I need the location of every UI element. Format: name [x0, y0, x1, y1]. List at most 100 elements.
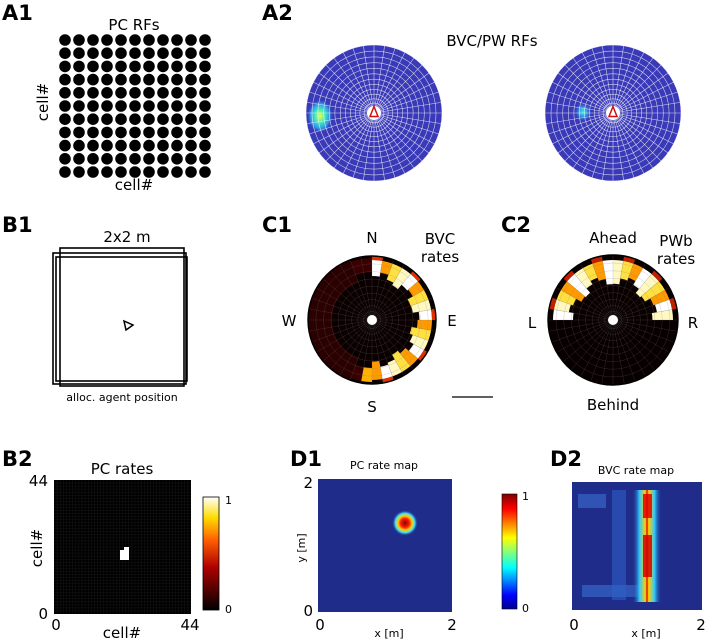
- b2-x-label: cell#: [103, 624, 141, 641]
- rate-cell: [613, 320, 646, 382]
- rf-dot: [73, 47, 85, 59]
- rate-cell: [418, 309, 432, 320]
- c2-title-line2: rates: [657, 250, 695, 268]
- field-peak: [643, 535, 652, 577]
- grid-spoke: [612, 308, 678, 321]
- grid-spoke: [333, 112, 375, 169]
- rate-cell: [548, 320, 613, 332]
- rf-dot: [171, 34, 183, 46]
- rf-dot: [199, 139, 211, 152]
- rf-dot: [171, 100, 183, 112]
- rate-cell: [407, 290, 429, 306]
- rate-cell: [623, 255, 636, 264]
- grid-spoke: [371, 319, 405, 376]
- polar-border: [307, 255, 437, 385]
- grid-spoke: [371, 319, 422, 362]
- grid-spoke: [612, 112, 645, 174]
- rf-dot: [143, 60, 155, 73]
- rf-dot: [59, 139, 71, 152]
- grid-spoke: [612, 278, 663, 321]
- place-field: [392, 510, 418, 536]
- rate-cell: [633, 268, 652, 289]
- rf-dot: [185, 139, 197, 152]
- rate-cell: [387, 359, 402, 377]
- rate-cell: [380, 260, 393, 275]
- grid-spoke: [612, 263, 646, 321]
- rf-dot: [129, 139, 141, 152]
- grid-ring: [592, 299, 634, 341]
- grid-spoke: [371, 319, 414, 370]
- rf-dot: [171, 126, 183, 139]
- c2-dir-right: R: [688, 314, 698, 332]
- c1-dir-n: N: [366, 229, 377, 247]
- grid-spoke: [612, 72, 669, 114]
- rate-cell: [651, 309, 673, 320]
- rate-cell: [411, 299, 432, 313]
- rf-dot: [157, 126, 169, 139]
- rf-dot: [73, 153, 85, 165]
- grid-ring: [604, 311, 622, 329]
- rf-dot: [185, 47, 197, 59]
- grid-spoke: [373, 112, 423, 162]
- b2-x-max: 44: [180, 616, 199, 634]
- rate-cell: [408, 344, 424, 359]
- rate-cell: [380, 364, 393, 380]
- panel-label-a2: A2: [262, 1, 293, 25]
- grid-spoke: [373, 112, 415, 169]
- c2-dir-behind: Behind: [587, 396, 639, 414]
- d2-x-max: 2: [696, 616, 706, 634]
- rf-dot: [115, 113, 127, 125]
- rate-cell: [392, 268, 411, 290]
- grid-spoke: [325, 112, 375, 162]
- grid-spoke: [612, 319, 625, 385]
- rf-dot: [115, 153, 127, 165]
- bvc-rf-polar-grid-left: [305, 44, 443, 182]
- rate-cell: [556, 290, 577, 306]
- grid-spoke: [318, 72, 375, 114]
- pc-rate-map: [318, 479, 452, 612]
- rf-dot: [199, 34, 211, 46]
- panel-label-d2: D2: [550, 447, 582, 471]
- c1-dir-e: E: [447, 312, 456, 330]
- grid-spoke: [548, 91, 614, 114]
- rate-cell: [382, 376, 394, 384]
- bvc-rf-polar-grid-right: [544, 44, 682, 182]
- rate-cell: [409, 326, 432, 341]
- grid-spoke: [572, 57, 614, 114]
- polar-gridlines: [548, 255, 678, 385]
- grid-spoke: [612, 297, 675, 321]
- grid-spoke: [612, 287, 670, 321]
- rate-cell: [316, 278, 342, 300]
- grid-spoke: [612, 255, 625, 321]
- rate-cell: [361, 258, 372, 273]
- grid-spoke: [325, 64, 375, 114]
- rf-dot: [185, 126, 197, 139]
- rate-cell: [613, 320, 670, 362]
- d1-y-min: 0: [303, 602, 313, 620]
- grid-spoke: [339, 319, 373, 376]
- rf-dot: [101, 60, 113, 73]
- rf-dot: [129, 60, 141, 73]
- grid-ring: [363, 311, 381, 329]
- rf-dot: [157, 60, 169, 73]
- rate-cell: [308, 298, 335, 314]
- agent-center: [608, 315, 618, 325]
- pwb-rates-polar-plot: [547, 254, 679, 386]
- grid-spoke: [564, 112, 614, 162]
- grid-ring: [578, 285, 648, 355]
- grid-spoke: [612, 319, 655, 370]
- rf-dot: [87, 87, 99, 99]
- rf-dot: [157, 153, 169, 165]
- rate-cell: [553, 299, 571, 313]
- rf-dot: [59, 73, 71, 86]
- rf-dot: [115, 87, 127, 99]
- rf-dot: [171, 139, 183, 152]
- grid-spoke: [612, 319, 646, 377]
- grid-spoke: [371, 270, 414, 321]
- grid-spoke: [313, 81, 375, 114]
- grid-spoke: [363, 45, 375, 114]
- rf-dot: [73, 87, 85, 99]
- rate-cell: [392, 350, 411, 372]
- rf-dot: [199, 113, 211, 125]
- grid-spoke: [602, 45, 614, 114]
